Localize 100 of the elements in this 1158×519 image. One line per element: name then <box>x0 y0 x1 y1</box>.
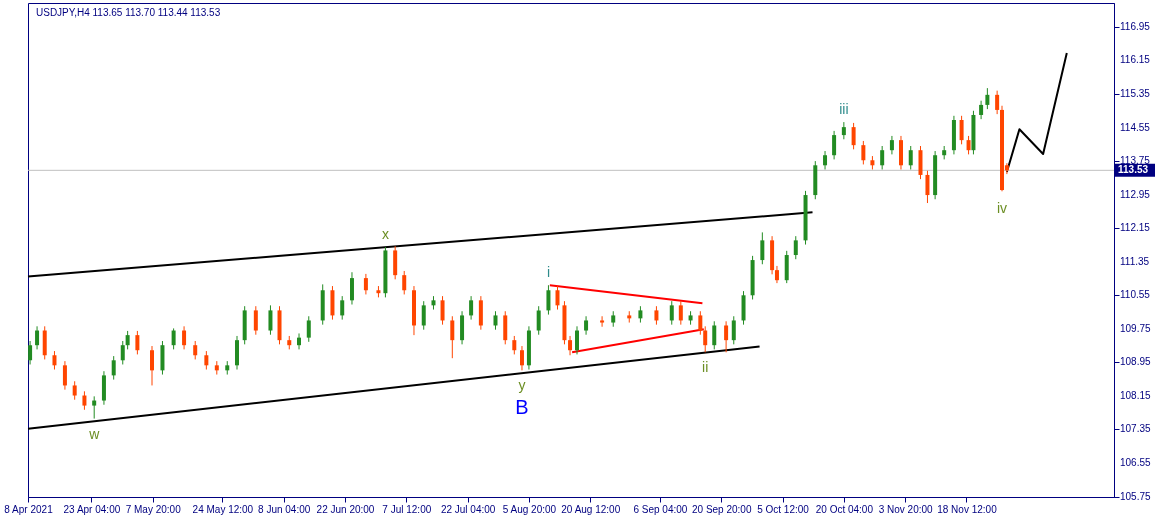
candlestick <box>193 340 198 360</box>
candlestick <box>959 115 964 145</box>
y-tick-label: 112.15 <box>1120 222 1151 234</box>
annotation: w <box>88 425 101 442</box>
candlestick <box>171 327 176 350</box>
candlestick <box>985 87 990 110</box>
x-tick-label: 6 Sep 04:00 <box>633 503 688 515</box>
ref-line-label: 113.53 <box>1118 164 1149 176</box>
y-tick-label: 113.75 <box>1120 155 1151 167</box>
candlestick <box>979 100 984 120</box>
candlestick <box>536 305 541 336</box>
candlestick <box>204 350 209 371</box>
candlestick <box>111 355 116 381</box>
candlestick <box>793 235 798 260</box>
x-tick-label: 24 May 12:00 <box>192 503 254 515</box>
candlestick <box>724 320 729 353</box>
candlestick <box>306 315 311 343</box>
candlestick <box>678 300 683 326</box>
candlestick <box>125 330 130 350</box>
candlestick <box>421 300 426 331</box>
candlestick <box>402 270 407 295</box>
candlestick <box>712 320 717 350</box>
candlestick <box>363 273 368 295</box>
candlestick <box>469 295 474 321</box>
x-tick-label: 8 Jun 04:00 <box>258 503 311 515</box>
x-tick-label: 20 Oct 04:00 <box>815 503 874 515</box>
x-tick-label: 5 Oct 12:00 <box>757 503 810 515</box>
y-tick-label: 110.55 <box>1120 289 1151 301</box>
annotation: iii <box>839 101 849 118</box>
candlestick <box>731 315 736 345</box>
candlestick <box>995 90 1000 115</box>
x-tick-label: 18 Nov 12:00 <box>937 503 998 515</box>
x-tick-label: 22 Jun 20:00 <box>316 503 375 515</box>
annotation: B <box>515 396 529 419</box>
y-tick-label: 108.95 <box>1120 356 1152 368</box>
annotation: i <box>546 264 551 281</box>
y-tick-label: 108.15 <box>1120 389 1152 401</box>
candlestick <box>703 325 708 353</box>
candlestick <box>889 135 894 155</box>
candlestick <box>72 380 77 401</box>
y-tick-label: 116.95 <box>1120 20 1151 32</box>
candlestick <box>555 285 560 311</box>
candlestick <box>52 350 57 371</box>
candlestick <box>584 315 589 336</box>
candlestick <box>600 315 605 328</box>
candlestick <box>493 310 498 331</box>
candlestick <box>512 335 517 355</box>
candlestick <box>120 340 125 365</box>
candlestick <box>62 360 67 391</box>
x-tick-label: 23 Apr 04:00 <box>63 503 121 515</box>
y-tick-label: 112.95 <box>1120 188 1151 200</box>
x-tick-label: 7 May 20:00 <box>125 503 182 515</box>
candlestick <box>568 335 573 356</box>
candlestick <box>669 300 674 326</box>
candlestick <box>35 325 40 350</box>
candlestick <box>925 170 930 204</box>
y-tick-label: 107.35 <box>1120 423 1152 435</box>
candlestick <box>908 145 913 170</box>
candlestick <box>150 345 155 386</box>
candlestick <box>654 305 659 326</box>
candlestick <box>851 122 856 150</box>
annotation: y <box>518 377 526 394</box>
x-tick-label: 3 Nov 20:00 <box>878 503 934 515</box>
x-tick-label: 22 Jul 04:00 <box>440 503 496 515</box>
annotation: ii <box>702 359 709 376</box>
x-tick-label: 8 Apr 2021 <box>4 503 54 515</box>
candlestick <box>349 271 354 306</box>
candlestick <box>698 310 703 336</box>
candlestick <box>832 130 837 160</box>
x-tick-label: 20 Aug 12:00 <box>561 503 621 515</box>
annotation: x <box>381 226 389 243</box>
candlestick <box>546 284 551 316</box>
candlestick <box>760 231 765 265</box>
x-tick-label: 20 Sep 20:00 <box>691 503 752 515</box>
candlestick <box>450 315 455 359</box>
y-tick-label: 115.35 <box>1120 88 1151 99</box>
candlestick <box>823 150 828 170</box>
annotation: iv <box>996 200 1008 217</box>
candlestick <box>135 330 140 355</box>
candlestick <box>966 135 971 155</box>
y-tick-label: 116.15 <box>1120 54 1151 66</box>
candlestick <box>575 325 580 355</box>
y-tick-label: 106.55 <box>1120 457 1152 469</box>
candlestick <box>28 340 33 365</box>
candlestick <box>340 295 345 321</box>
chart-title: USDJPY,H4 113.65 113.70 113.44 113.53 <box>36 7 221 18</box>
y-tick-label: 109.75 <box>1120 322 1152 334</box>
candlestick <box>182 325 187 350</box>
candlestick <box>861 140 866 165</box>
y-tick-label: 105.75 <box>1120 490 1152 502</box>
candlestick <box>253 305 258 336</box>
y-tick-label: 111.35 <box>1120 255 1150 267</box>
x-tick-label: 7 Jul 12:00 <box>382 503 432 515</box>
candlestick <box>82 390 87 411</box>
candlestick <box>519 345 524 371</box>
candlestick <box>297 332 302 350</box>
candlestick <box>92 395 97 420</box>
x-tick-label: 5 Aug 20:00 <box>502 503 557 515</box>
candlestick <box>440 295 445 326</box>
candlestick <box>268 304 273 336</box>
